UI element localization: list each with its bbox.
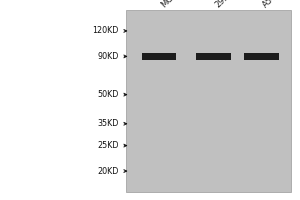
Text: 90KD: 90KD bbox=[97, 52, 118, 61]
Text: 120KD: 120KD bbox=[92, 26, 118, 35]
Text: A549: A549 bbox=[261, 0, 283, 9]
Bar bbox=[142, 53, 176, 60]
Text: 35KD: 35KD bbox=[97, 119, 118, 128]
Bar bbox=[126, 10, 291, 192]
Text: 20KD: 20KD bbox=[97, 167, 118, 176]
Bar bbox=[244, 53, 279, 60]
Text: MCF-7: MCF-7 bbox=[159, 0, 184, 9]
Text: 293: 293 bbox=[214, 0, 231, 9]
Bar bbox=[196, 53, 231, 60]
Text: 25KD: 25KD bbox=[97, 141, 118, 150]
Text: 50KD: 50KD bbox=[97, 90, 118, 99]
